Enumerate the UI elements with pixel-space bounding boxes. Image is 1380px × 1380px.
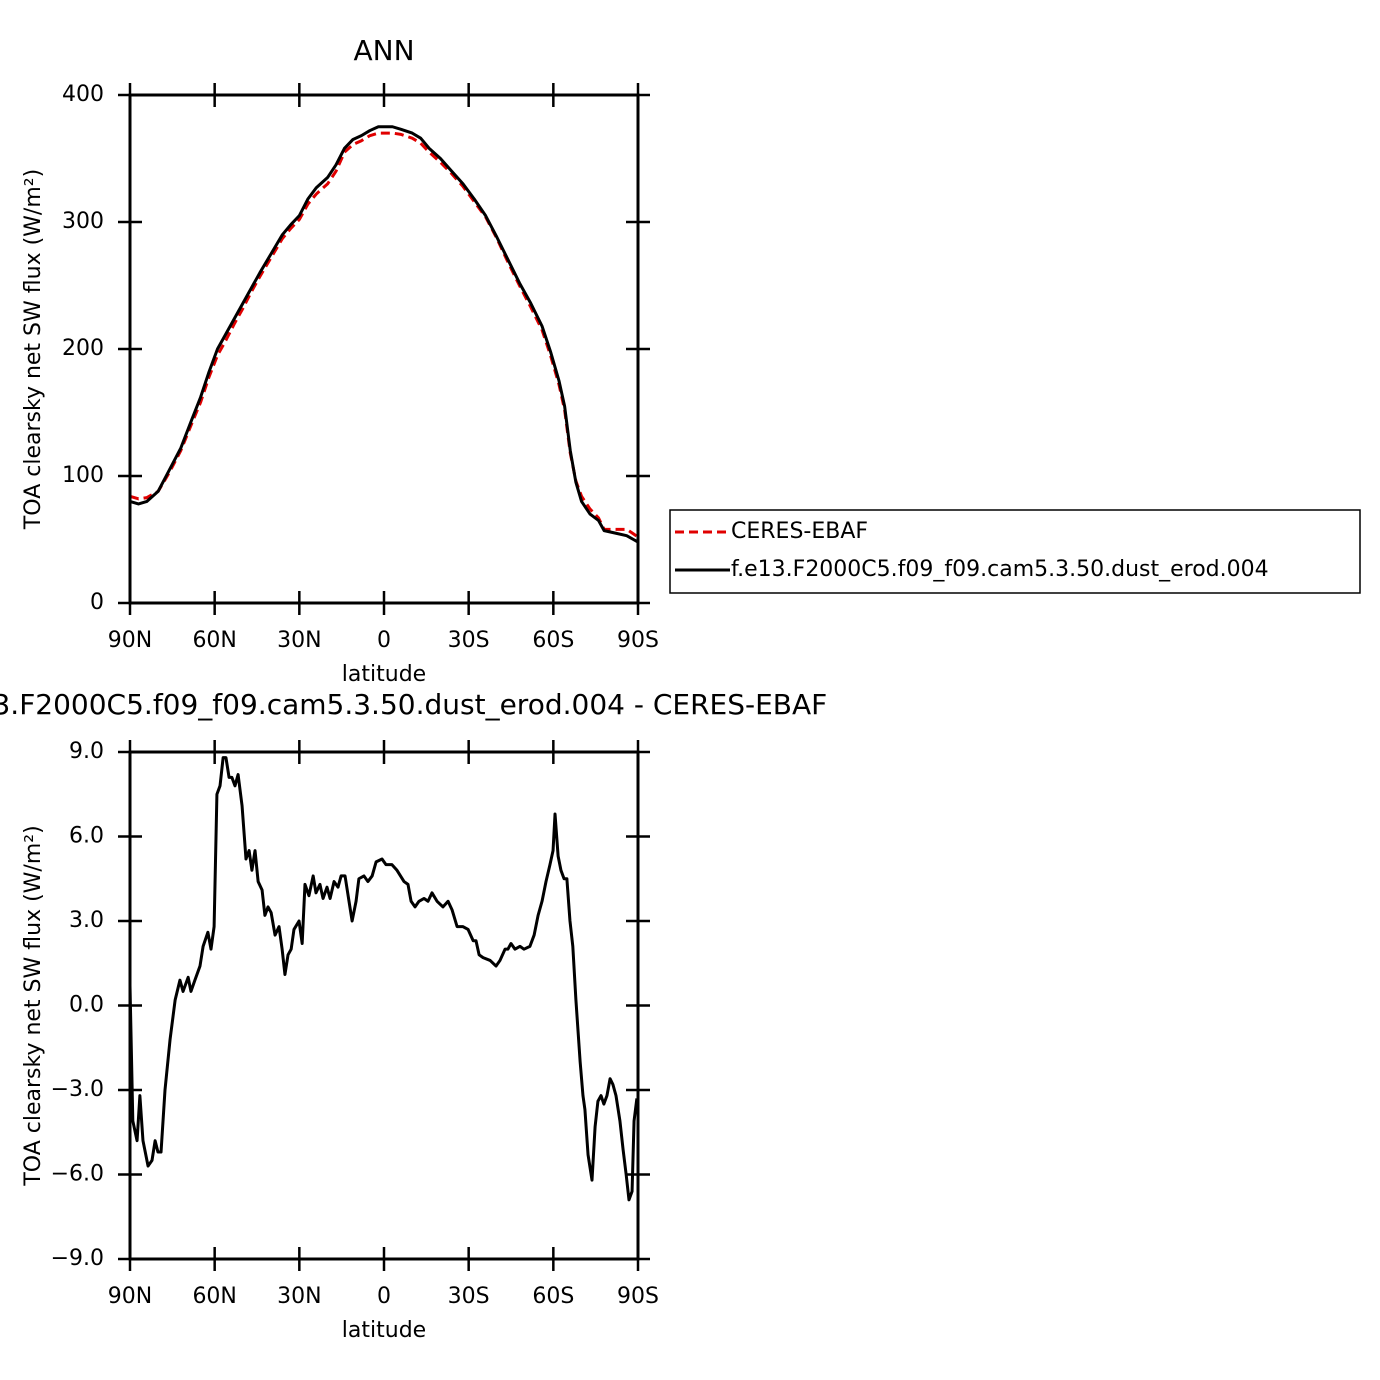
series-line [128, 756, 639, 1202]
legend-label: CERES-EBAF [731, 519, 868, 544]
x-tick-label: 0 [377, 628, 391, 653]
chart-title: ANN [353, 34, 414, 67]
y-tick-label: 0.0 [69, 993, 104, 1018]
y-tick-label: 200 [62, 336, 104, 361]
plot-frame [128, 750, 640, 1261]
x-tick-label: 0 [377, 1284, 391, 1309]
x-tick-label: 60N [192, 1284, 236, 1309]
y-tick-label: 300 [62, 209, 104, 234]
x-axis-label: latitude [342, 662, 426, 687]
y-tick-label: 3.0 [69, 908, 104, 933]
x-tick-label: 30N [277, 1284, 321, 1309]
x-tick-label: 30N [277, 628, 321, 653]
y-axis-label: TOA clearsky net SW flux (W/m²) [21, 825, 46, 1186]
x-tick-label: 60N [192, 628, 236, 653]
y-tick-label: −6.0 [51, 1162, 104, 1187]
legend-label: f.e13.F2000C5.f09_f09.cam5.3.50.dust_ero… [731, 557, 1269, 582]
x-tick-label: 30S [448, 628, 490, 653]
y-axis-label: TOA clearsky net SW flux (W/m²) [21, 169, 46, 530]
y-tick-label: 9.0 [69, 739, 104, 764]
y-tick-label: 100 [62, 463, 104, 488]
x-tick-label: 60S [532, 628, 574, 653]
chart-title: f.e13.F2000C5.f09_f09.cam5.3.50.dust_ero… [0, 688, 827, 721]
x-axis-label: latitude [342, 1318, 426, 1343]
legend-box [669, 509, 1361, 594]
series-line [129, 131, 639, 539]
x-tick-label: 90N [108, 1284, 152, 1309]
x-tick-label: 30S [448, 1284, 490, 1309]
x-tick-label: 90S [617, 628, 659, 653]
x-tick-label: 90S [617, 1284, 659, 1309]
series-line [129, 125, 639, 544]
x-tick-label: 90N [108, 628, 152, 653]
y-tick-label: 400 [62, 82, 104, 107]
y-tick-label: −3.0 [51, 1077, 104, 1102]
y-tick-label: −9.0 [51, 1246, 104, 1271]
x-tick-label: 60S [532, 1284, 574, 1309]
y-tick-label: 6.0 [69, 824, 104, 849]
y-tick-label: 0 [90, 590, 104, 615]
plot-frame [128, 93, 640, 605]
